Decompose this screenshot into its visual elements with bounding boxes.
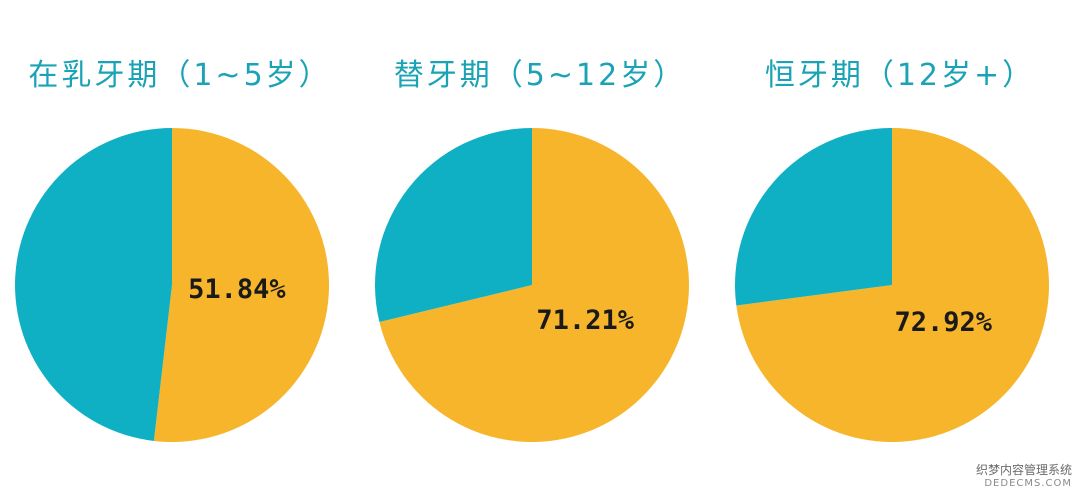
pie-slice-0	[153, 128, 330, 442]
pie-slice-1	[375, 128, 532, 323]
pie-slice-1	[735, 128, 892, 306]
pie-slice-0	[379, 128, 690, 442]
pie-slice-label: 71.21%	[536, 305, 634, 336]
pie-slice-label: 51.84%	[188, 274, 286, 305]
chart-title: 在乳牙期（1~5岁）	[28, 58, 332, 93]
pie-chart-primary-teeth: 在乳牙期（1~5岁） 51.84%	[0, 0, 360, 499]
pie-svg: 72.92%	[735, 128, 1050, 442]
pie-slice-1	[15, 128, 173, 441]
pie-svg: 71.21%	[375, 128, 690, 442]
chart-title: 恒牙期（12岁+）	[764, 58, 1036, 93]
chart-title: 替牙期（5~12岁）	[393, 58, 687, 93]
watermark-line1: 织梦内容管理系统	[975, 463, 1072, 477]
pie-slice-label: 72.92%	[895, 307, 993, 338]
pie-chart-mixed-teeth: 替牙期（5~12岁） 71.21%	[360, 0, 720, 499]
watermark: 织梦内容管理系统 DEDECMS.COM	[976, 463, 1072, 491]
watermark-line2: DEDECMS.COM	[984, 478, 1072, 489]
pie-slice-0	[736, 128, 1050, 442]
pie-chart-permanent-teeth: 恒牙期（12岁+） 72.92%	[720, 0, 1080, 499]
pie-svg: 51.84%	[15, 128, 330, 442]
